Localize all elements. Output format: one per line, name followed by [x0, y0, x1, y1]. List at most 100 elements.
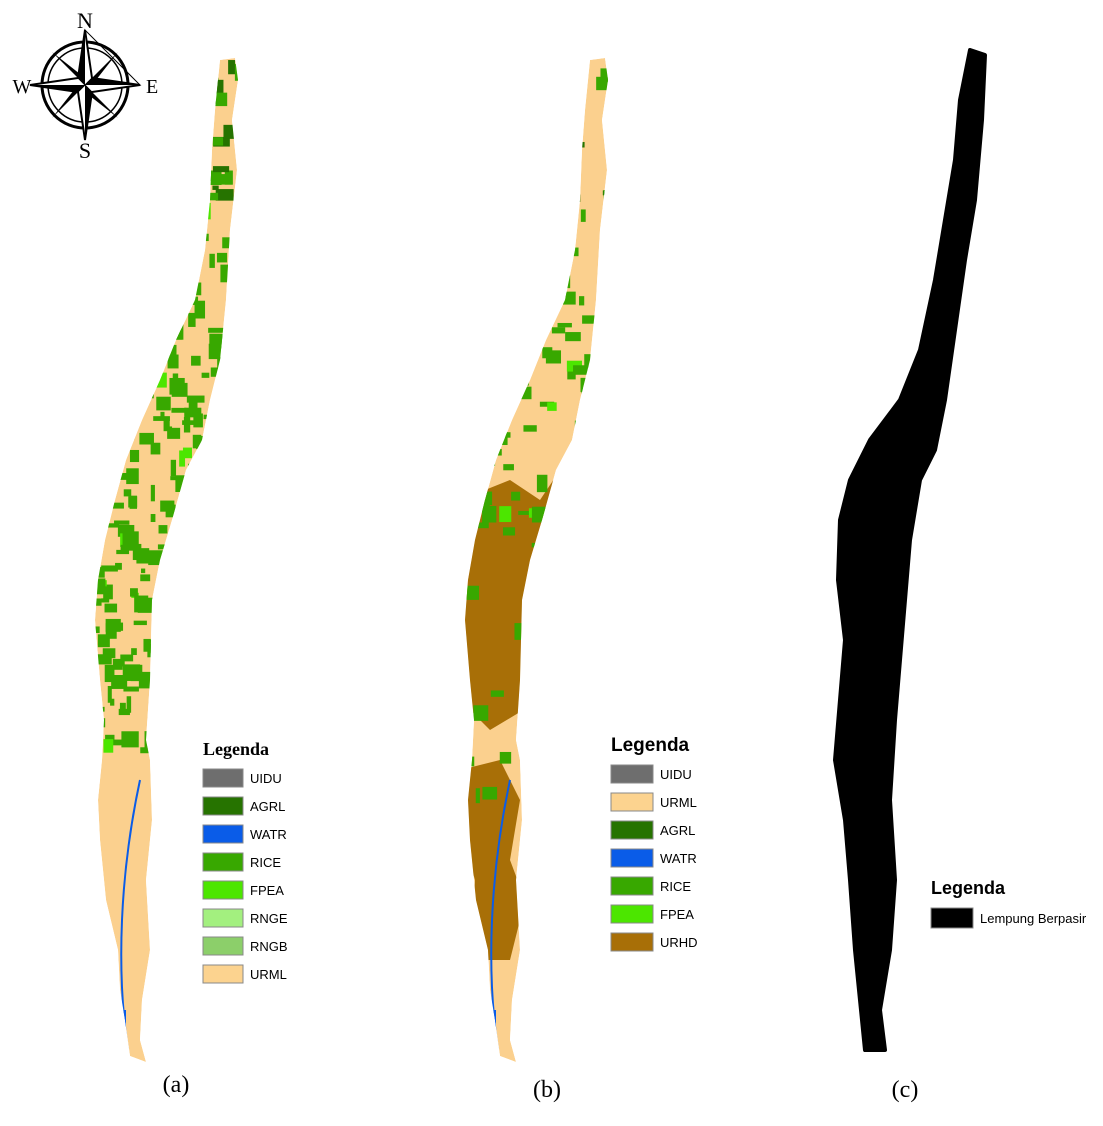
land-patch: [463, 444, 481, 451]
legend-label: UIDU: [250, 771, 282, 786]
land-patch: [158, 544, 169, 549]
land-patch: [477, 412, 486, 422]
land-patch: [185, 539, 192, 548]
land-patch: [473, 446, 480, 452]
land-patch: [200, 552, 205, 557]
land-patch: [606, 511, 610, 516]
land-patch: [159, 184, 173, 199]
land-patch: [90, 626, 100, 633]
land-patch: [146, 321, 161, 328]
land-patch: [569, 144, 577, 161]
land-patch: [603, 190, 617, 195]
land-patch: [109, 365, 113, 382]
legend-label: URHD: [660, 935, 698, 950]
land-patch: [130, 96, 142, 102]
land-patch: [185, 533, 202, 551]
land-patch: [166, 505, 176, 518]
land-patch: [516, 387, 531, 400]
land-patch: [504, 111, 509, 126]
land-patch: [582, 388, 594, 394]
land-patch: [211, 706, 222, 723]
land-patch: [609, 233, 623, 239]
land-patch: [237, 551, 243, 568]
land-patch: [573, 458, 589, 469]
land-patch: [493, 203, 506, 218]
land-patch: [491, 690, 504, 696]
land-patch: [203, 99, 217, 104]
land-patch: [122, 424, 135, 440]
legend-title: Legenda: [931, 878, 1006, 898]
land-patch: [185, 213, 195, 217]
legend-label: UIDU: [660, 767, 692, 782]
land-patch: [199, 586, 212, 600]
land-patch: [123, 128, 132, 132]
land-patch: [106, 401, 112, 407]
land-patch: [195, 301, 205, 319]
land-patch: [126, 665, 142, 672]
land-patch: [173, 327, 182, 335]
land-patch: [479, 419, 491, 428]
land-patch: [214, 617, 221, 624]
land-patch: [193, 152, 198, 168]
land-patch: [228, 407, 244, 413]
land-patch: [589, 586, 598, 601]
land-patch: [127, 410, 142, 418]
land-patch: [589, 488, 605, 500]
land-patch: [189, 396, 198, 413]
land-patch: [581, 209, 586, 221]
land-patch: [222, 732, 237, 738]
land-patch: [123, 186, 132, 200]
land-patch: [223, 564, 237, 580]
land-patch: [122, 328, 132, 343]
land-patch: [606, 585, 617, 596]
land-patch: [462, 208, 480, 217]
land-patch: [232, 415, 249, 423]
land-patch: [589, 426, 597, 435]
land-patch: [102, 179, 115, 191]
land-patch: [216, 548, 220, 554]
legend-title: Legenda: [611, 735, 690, 756]
land-patch: [474, 458, 482, 469]
land-patch: [496, 432, 511, 437]
land-patch: [159, 525, 168, 533]
land-patch: [486, 449, 502, 456]
land-patch: [552, 327, 565, 333]
land-patch: [238, 626, 250, 641]
land-patch: [218, 675, 227, 693]
land-patch: [181, 60, 198, 75]
basin: [460, 58, 623, 1062]
land-patch: [201, 526, 211, 541]
land-patch: [518, 370, 529, 385]
land-patch: [479, 116, 492, 129]
land-patch: [189, 225, 194, 240]
land-patch: [192, 273, 197, 285]
land-patch: [142, 316, 159, 327]
legend-swatch: [203, 937, 243, 955]
land-patch: [142, 267, 150, 272]
land-patch: [216, 662, 222, 673]
land-patch: [127, 224, 140, 238]
land-patch: [177, 76, 190, 92]
legend-label: URML: [250, 967, 287, 982]
land-patch: [586, 708, 603, 717]
land-patch: [121, 299, 126, 307]
land-patch: [203, 585, 219, 589]
land-patch: [212, 418, 229, 428]
land-patch: [558, 137, 567, 154]
land-patch: [164, 609, 178, 615]
land-patch: [499, 76, 515, 84]
land-patch: [239, 68, 252, 78]
land-patch: [185, 526, 201, 542]
land-patch: [606, 663, 618, 678]
land-patch: [194, 97, 209, 110]
land-patch: [207, 707, 217, 723]
land-patch: [156, 397, 170, 411]
legend-swatch: [203, 769, 243, 787]
land-patch: [596, 377, 611, 385]
land-patch: [121, 545, 136, 551]
land-patch: [170, 558, 186, 570]
urhd-area: [460, 470, 570, 730]
land-patch: [103, 739, 113, 753]
land-patch: [161, 271, 176, 279]
land-patch: [232, 691, 244, 699]
